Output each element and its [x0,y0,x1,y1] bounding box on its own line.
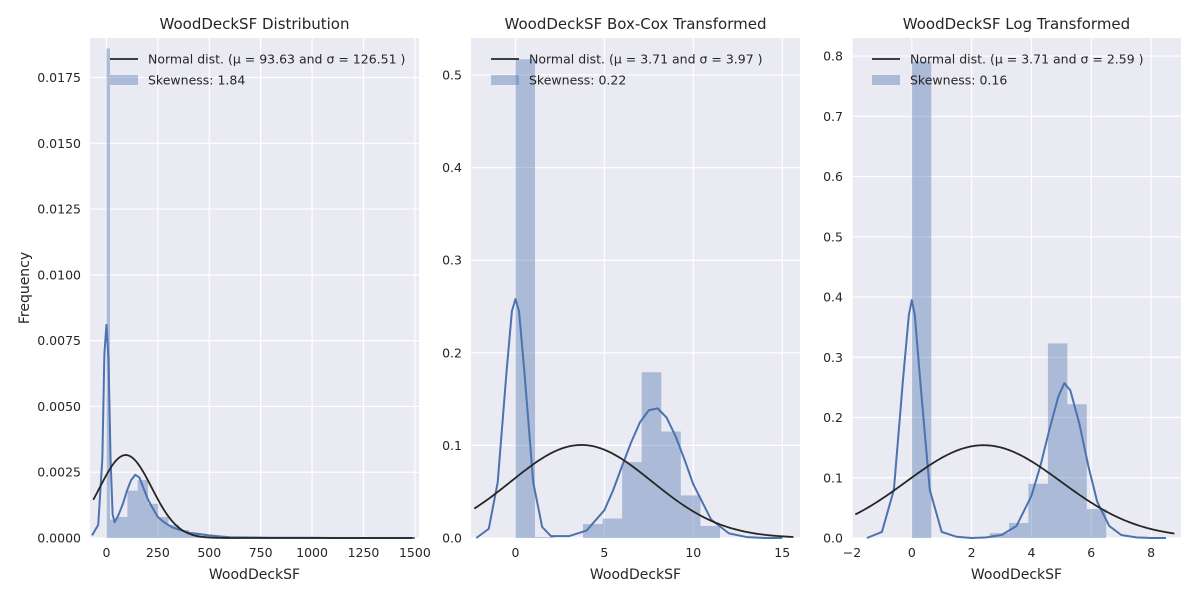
x-tick-label: −2 [843,545,861,560]
x-tick-label: 750 [249,545,273,560]
kde-curve [475,298,783,539]
chart-title: WoodDeckSF Distribution [160,15,350,33]
subplot-3: −2 0 2 4 6 8 0.0 0.1 0.2 0.3 0.4 0.5 0.6 0.7 0.8 WoodDe… [823,15,1181,583]
x-tick-label: 0 [102,545,110,560]
legend-normal-label: Normal dist. (μ = 3.71 and σ = 2.59 ) [910,52,1144,67]
y-tick-label: 0.0100 [37,267,81,282]
histogram-bar [178,530,190,538]
y-tick-label: 0.0025 [37,465,81,480]
y-tick-label: 0.6 [823,169,843,184]
legend-normal-label: Normal dist. (μ = 3.71 and σ = 3.97 ) [529,52,763,67]
x-tick-label: 5 [600,545,608,560]
y-axis-label: Frequency [17,252,33,324]
legend-skewness-label: Skewness: 0.16 [910,73,1007,88]
histogram-bar [147,503,159,538]
y-tick-label: 0.5 [442,68,462,83]
x-axis-label: WoodDeckSF [971,567,1062,583]
y-tick-label: 0.3 [823,350,843,365]
y-tick-label: 0.1 [442,438,462,453]
x-axis-label: WoodDeckSF [209,567,300,583]
histogram-bar [661,431,681,538]
legend: Normal dist. (μ = 93.63 and σ = 126.51 )… [110,52,405,88]
x-tick-label: 250 [146,545,170,560]
y-tick-label: 0.4 [823,290,843,305]
normal-fit-curve [854,444,1175,535]
x-tick-label: 10 [685,545,701,560]
histogram-bar [535,537,555,538]
x-tick-label: 4 [1027,545,1035,560]
y-tick-label: 0.0075 [37,333,81,348]
histogram-bar [680,495,701,538]
histogram-bar [1028,483,1048,538]
x-tick-label: 6 [1087,545,1095,560]
y-tick-label: 0.2 [823,410,843,425]
legend-skewness-label: Skewness: 0.22 [529,73,626,88]
x-tick-label: 8 [1147,545,1155,560]
histogram-bar [1009,522,1029,538]
y-tick-label: 0.0175 [37,70,81,85]
y-tick-label: 0.0125 [37,202,81,217]
subplot-2: 0 5 10 15 0.0 0.1 0.2 0.3 0.4 0.5 WoodDeckSF Box-C… [442,15,800,583]
histogram-bar [515,59,536,538]
normal-fit-curve [473,444,794,538]
legend-normal-label: Normal dist. (μ = 93.63 and σ = 126.51 ) [148,52,405,67]
y-tick-label: 0.0050 [37,399,81,414]
plot-background [90,38,419,538]
x-tick-label: 15 [774,545,790,560]
y-tick-label: 0.1 [823,470,843,485]
y-tick-label: 0.7 [823,109,843,124]
histogram-bar [117,516,128,538]
histogram-bar [1047,343,1068,538]
normal-fit-curve [92,454,413,539]
x-tick-label: 0 [908,545,916,560]
y-tick-label: 0.0150 [37,136,81,151]
histogram-bar [641,372,662,538]
legend-patch-swatch [110,75,138,85]
subplot-1: 0 250 500 750 1000 1250 1500 0.0000 0.0025 0.0050… [17,15,431,583]
histogram-bar [602,518,623,538]
legend: Normal dist. (μ = 3.71 and σ = 2.59 ) Ske… [872,52,1144,88]
y-tick-label: 0.4 [442,160,462,175]
histogram-bar [127,490,138,538]
histogram-bar [106,48,110,539]
y-tick-label: 0.2 [442,345,462,360]
plot-background [471,38,800,538]
histogram-bar [137,480,148,538]
legend-patch-swatch [872,75,900,85]
histogram-bar [158,516,169,538]
histogram-bar [1067,404,1087,538]
x-axis-label: WoodDeckSF [590,567,681,583]
y-tick-label: 0.5 [823,229,843,244]
y-tick-label: 0.0 [823,531,843,546]
kde-curve [866,299,1167,539]
x-tick-label: 0 [511,545,519,560]
chart-title: WoodDeckSF Box-Cox Transformed [505,15,767,33]
x-tick-label: 2 [968,545,976,560]
histogram-bar [1086,509,1107,538]
x-tick-label: 1000 [296,545,328,560]
legend: Normal dist. (μ = 3.71 and σ = 3.97 ) Ske… [491,52,763,88]
legend-skewness-label: Skewness: 1.84 [148,73,245,88]
histogram-bar [168,524,179,538]
histogram-bar [109,519,118,538]
histogram-bar [622,462,642,538]
y-tick-label: 0.3 [442,253,462,268]
x-tick-label: 1500 [399,545,431,560]
legend-patch-swatch [491,75,519,85]
x-tick-label: 500 [197,545,221,560]
chart-title: WoodDeckSF Log Transformed [903,15,1130,33]
y-tick-label: 0.0 [442,531,462,546]
x-tick-label: 1250 [348,545,380,560]
y-tick-label: 0.8 [823,49,843,64]
plot-background [852,38,1181,538]
y-tick-label: 0.0000 [37,531,81,546]
histogram-bar [700,525,720,538]
histogram-bar [911,61,932,538]
